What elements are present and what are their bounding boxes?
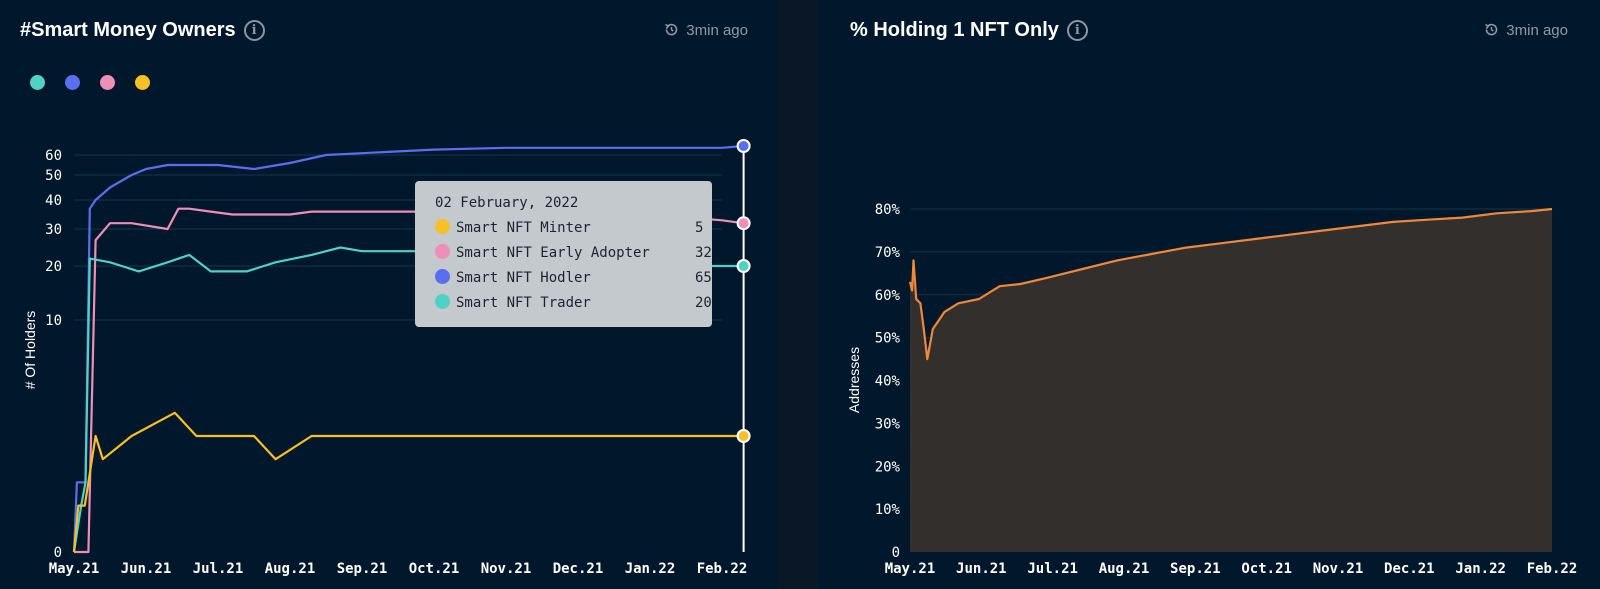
- x-tick-label: Feb.22: [697, 561, 748, 577]
- tooltip-label: Smart NFT Early Adopter: [456, 245, 650, 261]
- y-tick-label: 60: [45, 148, 62, 164]
- chart-tooltip: 02 February, 2022 Smart NFT Minter 5 Smar…: [415, 181, 712, 327]
- x-tick-label: Nov.21: [481, 561, 532, 577]
- x-tick-label: Oct.21: [409, 561, 460, 577]
- refresh-status[interactable]: 3min ago: [1483, 21, 1568, 39]
- x-tick-label: Jun.21: [956, 561, 1007, 577]
- x-tick-label: Jan.22: [1455, 561, 1506, 577]
- tooltip-label: Smart NFT Minter: [456, 220, 591, 236]
- legend: [30, 75, 170, 95]
- tooltip-dot: [435, 244, 450, 259]
- y-tick-label: 40%: [875, 374, 901, 390]
- panel-title: % Holding 1 NFT Only: [850, 19, 1059, 41]
- refresh-icon: [1485, 23, 1498, 36]
- smart-money-owners-chart[interactable]: 0 10 20 30 40 50 60 May.21 Jun.21 Jul.21 Aug.21 Sep…: [0, 0, 778, 589]
- tooltip-value: 20: [695, 295, 712, 311]
- smart-money-owners-panel: #Smart Money Owners i 3min ago 0 10 20 30 40 5…: [0, 0, 778, 589]
- y-tick-label: 70%: [875, 245, 901, 261]
- x-tick-label: Jul.21: [193, 561, 244, 577]
- tooltip-label: Smart NFT Hodler: [456, 270, 591, 286]
- y-tick-label: 30: [45, 222, 62, 238]
- y-tick-label: 20%: [875, 459, 901, 475]
- refresh-icon: [665, 23, 678, 36]
- y-tick-label: 30%: [875, 416, 901, 432]
- series-line-smart-nft-minter: [72, 411, 744, 553]
- endpoint-marker-smart-nft-hodler: [736, 139, 751, 153]
- legend-dot-trader[interactable]: [30, 75, 45, 90]
- legend-dot-minter[interactable]: [135, 75, 150, 90]
- panel-title-wrapper: #Smart Money Owners i: [20, 19, 265, 42]
- y-axis-label: Addresses: [846, 347, 862, 413]
- refresh-status[interactable]: 3min ago: [663, 21, 748, 39]
- endpoint-marker-smart-nft-early-adopter: [736, 216, 751, 231]
- tooltip-date: 02 February, 2022: [435, 195, 579, 211]
- holding-one-nft-chart[interactable]: 0 10% 20% 30% 40% 50% 60% 70% 80% May.21 Jun.21 Jul…: [818, 0, 1600, 589]
- series-area-holding-1-nft-only: [910, 209, 1552, 552]
- tooltip-row-trader: Smart NFT Trader 20: [435, 293, 712, 313]
- endpoint-marker-smart-nft-minter: [736, 429, 751, 443]
- panel-title: #Smart Money Owners: [20, 19, 236, 41]
- endpoint-marker-smart-nft-trader: [736, 259, 751, 273]
- y-tick-label: 10: [45, 313, 62, 329]
- tooltip-dot: [435, 219, 450, 234]
- refresh-time: 3min ago: [686, 22, 748, 39]
- x-tick-label: May.21: [885, 561, 936, 577]
- x-tick-label: Sep.21: [337, 561, 388, 577]
- info-icon[interactable]: i: [243, 20, 265, 41]
- refresh-time: 3min ago: [1506, 22, 1568, 39]
- holding-one-nft-panel: % Holding 1 NFT Only i 3min ago 0 10% 20% 30…: [818, 0, 1600, 589]
- x-tick-label: Jun.21: [121, 561, 172, 577]
- y-axis-label: # Of Holders: [22, 311, 38, 390]
- y-tick-label: 20: [45, 259, 62, 275]
- x-tick-label: Feb.22: [1527, 561, 1578, 577]
- y-tick-label: 60%: [875, 288, 901, 304]
- x-tick-label: Jan.22: [625, 561, 676, 577]
- tooltip-value: 5: [695, 220, 704, 236]
- tooltip-value: 32: [695, 245, 712, 261]
- x-tick-label: Aug.21: [1099, 561, 1150, 577]
- tooltip-row-minter: Smart NFT Minter 5: [435, 218, 703, 238]
- tooltip-value: 65: [695, 270, 712, 286]
- y-tick-label: 40: [45, 193, 62, 209]
- y-tick-label: 50: [45, 168, 62, 184]
- x-tick-label: Sep.21: [1170, 561, 1221, 577]
- x-tick-label: Dec.21: [553, 561, 604, 577]
- series-line-holding-1-nft-only: [908, 207, 1553, 361]
- y-tick-label: 50%: [875, 331, 901, 347]
- x-tick-label: Aug.21: [265, 561, 316, 577]
- legend-dot-early-adopter[interactable]: [100, 75, 115, 90]
- tooltip-label: Smart NFT Trader: [456, 295, 591, 311]
- y-tick-label: 80%: [875, 202, 901, 218]
- x-tick-label: Jul.21: [1027, 561, 1078, 577]
- y-tick-label: 10%: [875, 502, 901, 518]
- info-icon[interactable]: i: [1066, 20, 1088, 41]
- tooltip-dot: [435, 294, 450, 309]
- tooltip-dot: [435, 269, 450, 284]
- y-tick-label: 0: [54, 545, 62, 561]
- panel-title-wrapper: % Holding 1 NFT Only i: [850, 19, 1088, 42]
- x-tick-label: Nov.21: [1313, 561, 1364, 577]
- tooltip-row-hodler: Smart NFT Hodler 65: [435, 268, 712, 288]
- tooltip-row-early-adopter: Smart NFT Early Adopter 32: [435, 243, 712, 263]
- y-tick-label: 0: [892, 545, 900, 561]
- legend-dot-hodler[interactable]: [65, 75, 80, 90]
- x-tick-label: Oct.21: [1241, 561, 1292, 577]
- x-tick-label: May.21: [49, 561, 100, 577]
- x-tick-label: Dec.21: [1384, 561, 1435, 577]
